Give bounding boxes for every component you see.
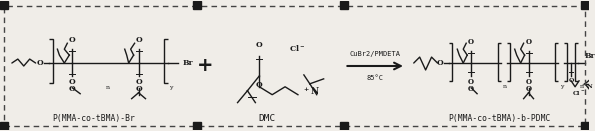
Text: O: O <box>437 59 444 67</box>
Bar <box>340 1 349 9</box>
Text: O: O <box>36 59 43 67</box>
Bar <box>193 1 201 9</box>
Text: n: n <box>503 84 507 89</box>
Text: O: O <box>256 41 263 49</box>
Text: DMC: DMC <box>259 114 276 123</box>
Text: O: O <box>525 78 531 86</box>
Text: O: O <box>525 38 531 46</box>
Bar <box>581 1 589 9</box>
Text: O: O <box>69 78 76 86</box>
Bar <box>0 1 8 9</box>
Text: O: O <box>468 78 474 86</box>
Text: CuBr2/PMDETA: CuBr2/PMDETA <box>350 51 400 57</box>
Text: O: O <box>69 36 76 44</box>
Text: $\mathregular{^+}$N: $\mathregular{^+}$N <box>581 82 594 91</box>
Text: O: O <box>256 81 263 89</box>
Text: 85°C: 85°C <box>367 75 384 81</box>
Bar <box>581 122 589 130</box>
Text: O: O <box>468 38 474 46</box>
Text: Br: Br <box>182 59 193 67</box>
Text: y: y <box>560 84 563 89</box>
Text: Br: Br <box>585 52 595 60</box>
Text: n: n <box>106 85 110 90</box>
Text: O: O <box>568 78 574 83</box>
Text: n: n <box>580 84 584 89</box>
Text: O: O <box>135 78 142 86</box>
Text: O: O <box>135 36 142 44</box>
Text: Cl$\mathregular{^-}$: Cl$\mathregular{^-}$ <box>289 43 305 53</box>
Text: $\mathregular{^+}$N: $\mathregular{^+}$N <box>302 85 320 97</box>
Text: Cl$\mathregular{^-}$: Cl$\mathregular{^-}$ <box>572 89 586 97</box>
Bar <box>0 122 8 130</box>
Text: O: O <box>468 85 474 93</box>
Text: O: O <box>69 85 76 93</box>
Bar <box>340 122 349 130</box>
Text: y: y <box>169 85 173 90</box>
Text: P(MMA-co-tBMA)-Br: P(MMA-co-tBMA)-Br <box>52 114 136 123</box>
Text: P(MMA-co-tBMA)-b-PDMC: P(MMA-co-tBMA)-b-PDMC <box>449 114 551 123</box>
Text: O: O <box>135 85 142 93</box>
Text: O: O <box>525 85 531 93</box>
Bar <box>193 122 201 130</box>
Text: +: + <box>196 56 213 75</box>
